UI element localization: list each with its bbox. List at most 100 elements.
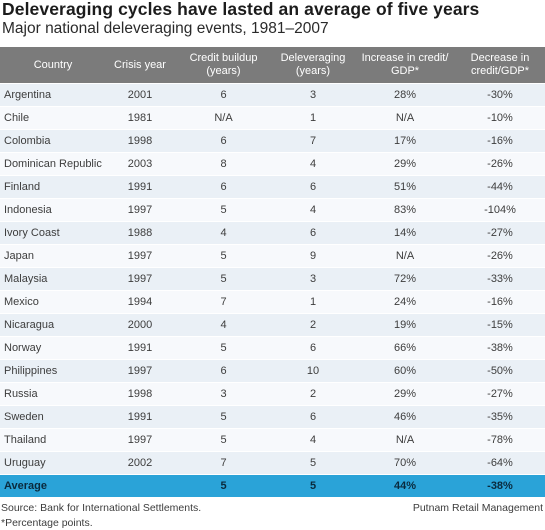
cell-credit-buildup: 7 [176, 451, 271, 475]
cell-country: Colombia [0, 129, 104, 153]
chart-title: Deleveraging cycles have lasted an avera… [2, 0, 480, 19]
cell-deleveraging: 6 [271, 405, 355, 429]
cell-country: Argentina [0, 83, 104, 107]
cell-increase-credit-gdp: 66% [355, 336, 455, 360]
column-header-country: Country [0, 47, 104, 84]
cell-increase-credit-gdp: 19% [355, 313, 455, 337]
cell-decrease-credit-gdp: -30% [455, 83, 545, 107]
cell-decrease-credit-gdp: -64% [455, 451, 545, 475]
table-row: Nicaragua 2000 4 2 19% -15% [0, 313, 545, 337]
cell-country: Malaysia [0, 267, 104, 291]
cell-crisis-year: 1998 [104, 129, 176, 153]
cell-country: Dominican Republic [0, 152, 104, 176]
cell-deleveraging: 7 [271, 129, 355, 153]
cell-increase-credit-gdp: 60% [355, 359, 455, 383]
cell-credit-buildup: 6 [176, 83, 271, 107]
cell-deleveraging: 5 [271, 451, 355, 475]
cell-increase-credit-gdp: 17% [355, 129, 455, 153]
table-row: Indonesia 1997 5 4 83% -104% [0, 198, 545, 222]
cell-decrease-credit-gdp: -44% [455, 175, 545, 199]
cell-crisis-year: 2001 [104, 83, 176, 107]
cell-crisis-year: 1998 [104, 382, 176, 406]
cell-credit-buildup: 5 [176, 267, 271, 291]
table-row: Sweden 1991 5 6 46% -35% [0, 405, 545, 429]
cell-deleveraging: 2 [271, 382, 355, 406]
average-cell-crisis-year [104, 474, 176, 497]
table-row: Dominican Republic 2003 8 4 29% -26% [0, 152, 545, 176]
cell-increase-credit-gdp: 28% [355, 83, 455, 107]
cell-decrease-credit-gdp: -50% [455, 359, 545, 383]
table-row: Argentina 2001 6 3 28% -30% [0, 83, 545, 107]
cell-decrease-credit-gdp: -38% [455, 336, 545, 360]
cell-deleveraging: 6 [271, 336, 355, 360]
table-row: Ivory Coast 1988 4 6 14% -27% [0, 221, 545, 245]
cell-increase-credit-gdp: 29% [355, 152, 455, 176]
table-row: Colombia 1998 6 7 17% -16% [0, 129, 545, 153]
cell-decrease-credit-gdp: -78% [455, 428, 545, 452]
cell-deleveraging: 10 [271, 359, 355, 383]
cell-credit-buildup: 5 [176, 428, 271, 452]
cell-country: Nicaragua [0, 313, 104, 337]
cell-credit-buildup: 5 [176, 244, 271, 268]
cell-deleveraging: 4 [271, 428, 355, 452]
table-row: Uruguay 2002 7 5 70% -64% [0, 451, 545, 475]
cell-increase-credit-gdp: 29% [355, 382, 455, 406]
cell-country: Uruguay [0, 451, 104, 475]
cell-decrease-credit-gdp: -33% [455, 267, 545, 291]
cell-credit-buildup: 3 [176, 382, 271, 406]
cell-country: Russia [0, 382, 104, 406]
cell-crisis-year: 1991 [104, 175, 176, 199]
cell-decrease-credit-gdp: -10% [455, 106, 545, 130]
average-cell-increase-credit-gdp: 44% [355, 474, 455, 497]
cell-increase-credit-gdp: 70% [355, 451, 455, 475]
cell-increase-credit-gdp: 83% [355, 198, 455, 222]
cell-increase-credit-gdp: 24% [355, 290, 455, 314]
column-header-deleveraging: Deleveraging (years) [271, 47, 355, 84]
table-body: Argentina 2001 6 3 28% -30% Chile 1981 N/A 1 N/A -1… [0, 83, 545, 497]
cell-decrease-credit-gdp: -16% [455, 129, 545, 153]
cell-crisis-year: 1997 [104, 198, 176, 222]
cell-crisis-year: 1981 [104, 106, 176, 130]
cell-credit-buildup: 5 [176, 405, 271, 429]
table-row: Philippines 1997 6 10 60% -50% [0, 359, 545, 383]
cell-credit-buildup: 4 [176, 221, 271, 245]
cell-decrease-credit-gdp: -35% [455, 405, 545, 429]
cell-decrease-credit-gdp: -104% [455, 198, 545, 222]
cell-deleveraging: 6 [271, 221, 355, 245]
cell-deleveraging: 4 [271, 152, 355, 176]
source-note: Source: Bank for International Settlemen… [1, 502, 202, 514]
cell-country: Philippines [0, 359, 104, 383]
cell-credit-buildup: 6 [176, 129, 271, 153]
table-row: Japan 1997 5 9 N/A -26% [0, 244, 545, 268]
cell-country: Ivory Coast [0, 221, 104, 245]
column-header-increase-credit-gdp: Increase in credit/ GDP* [355, 47, 455, 84]
cell-credit-buildup: 8 [176, 152, 271, 176]
cell-crisis-year: 1997 [104, 244, 176, 268]
cell-crisis-year: 2000 [104, 313, 176, 337]
average-cell-decrease-credit-gdp: -38% [455, 474, 545, 497]
table-row: Thailand 1997 5 4 N/A -78% [0, 428, 545, 452]
cell-deleveraging: 3 [271, 83, 355, 107]
cell-increase-credit-gdp: 46% [355, 405, 455, 429]
cell-credit-buildup: 6 [176, 359, 271, 383]
cell-crisis-year: 1997 [104, 428, 176, 452]
cell-increase-credit-gdp: N/A [355, 106, 455, 130]
cell-country: Japan [0, 244, 104, 268]
average-cell-country: Average [0, 474, 104, 497]
cell-credit-buildup: 5 [176, 198, 271, 222]
deleveraging-table: Country Crisis year Credit buildup (year… [0, 47, 545, 497]
table-header-row: Country Crisis year Credit buildup (year… [0, 47, 545, 84]
table-row: Chile 1981 N/A 1 N/A -10% [0, 106, 545, 130]
cell-credit-buildup: 4 [176, 313, 271, 337]
cell-country: Sweden [0, 405, 104, 429]
table-row: Finland 1991 6 6 51% -44% [0, 175, 545, 199]
cell-credit-buildup: 5 [176, 336, 271, 360]
cell-decrease-credit-gdp: -26% [455, 244, 545, 268]
average-cell-deleveraging: 5 [271, 474, 355, 497]
cell-increase-credit-gdp: 72% [355, 267, 455, 291]
cell-country: Norway [0, 336, 104, 360]
cell-country: Finland [0, 175, 104, 199]
cell-deleveraging: 3 [271, 267, 355, 291]
cell-increase-credit-gdp: N/A [355, 428, 455, 452]
cell-decrease-credit-gdp: -27% [455, 221, 545, 245]
